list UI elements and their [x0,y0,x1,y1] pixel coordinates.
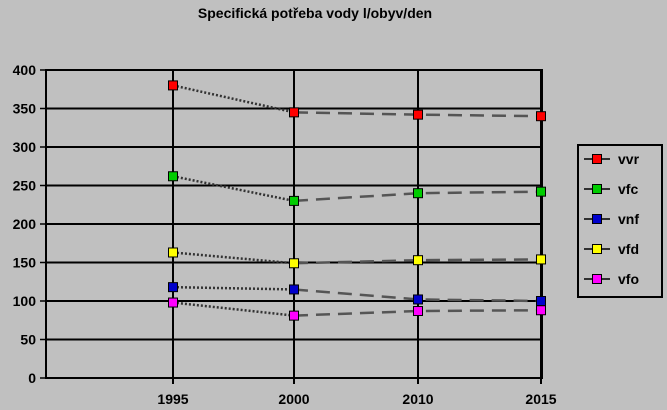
legend-label-vvr: vvr [618,151,640,167]
y-tick-label: 0 [28,370,36,386]
x-tick-label: 1995 [157,391,188,407]
data-point-vfo-2010 [413,306,423,317]
legend-marker-vvr [592,154,602,164]
series-line-vfc-dashed [293,190,542,203]
y-tick-label: 200 [13,216,37,232]
legend-marker-vfd [592,244,602,254]
data-point-vfo-1995 [168,297,178,308]
data-point-vvr-2015 [536,111,546,122]
data-point-vnf-1995 [168,282,178,293]
chart-title: Specifická potřeba vody l/obyv/den [198,5,432,21]
data-point-vnf-2015 [536,296,546,306]
x-tick-label: 2000 [278,391,309,407]
data-point-vnf-2000 [289,284,299,295]
data-point-vfc-1995 [168,171,178,182]
legend-label-vfd: vfd [618,241,639,257]
legend-marker-vfo [592,274,602,284]
y-tick-label: 250 [13,178,37,194]
series-line-vfo-dotted [172,301,295,317]
series-line-vvr-dashed [293,111,542,118]
series-markers [168,80,546,321]
data-point-vfd-2015 [536,254,546,265]
data-point-vvr-2010 [413,109,423,120]
series-line-vnf-dashed [293,288,542,303]
data-point-vfo-2000 [289,310,299,321]
x-axis-tick-labels: 1995 2000 2010 2015 [157,391,556,407]
data-point-vfc-2010 [413,188,423,199]
y-tick-label: 350 [13,101,37,117]
y-tick-label: 100 [13,293,37,309]
series-line-vvr-dotted [172,84,295,114]
series-line-vfd-dashed [293,258,542,265]
data-point-vvr-1995 [168,80,178,91]
data-point-vfc-2000 [289,195,299,206]
legend-label-vfc: vfc [618,181,638,197]
data-point-vfd-2010 [413,255,423,266]
series-lines [172,84,542,317]
data-point-vfd-2000 [289,258,299,269]
legend: vvr vfc vnf vfd vfo [577,144,663,298]
data-point-vvr-2000 [289,107,299,118]
data-point-vfc-2015 [536,186,546,197]
y-tick-label: 400 [13,62,37,78]
y-tick-label: 50 [20,332,36,348]
y-tick-label: 150 [13,255,37,271]
series-line-vfo-dashed [293,308,542,317]
legend-label-vfo: vfo [618,271,639,287]
x-tick-label: 2015 [525,391,556,407]
legend-marker-vfc [592,184,602,194]
y-tick-label: 300 [13,139,37,155]
series-line-vfd-dotted [172,251,295,265]
legend-marker-vnf [592,214,602,224]
x-tick-label: 2010 [402,391,433,407]
y-axis-tick-labels: 0 50 100 150 200 250 300 350 400 [13,62,37,386]
series-line-vfc-dotted [172,175,295,203]
legend-label-vnf: vnf [618,211,639,227]
series-line-vnf-dotted [172,285,295,291]
data-point-vfo-2015 [536,305,546,316]
data-point-vfd-1995 [168,247,178,258]
data-point-vnf-2010 [413,294,423,305]
